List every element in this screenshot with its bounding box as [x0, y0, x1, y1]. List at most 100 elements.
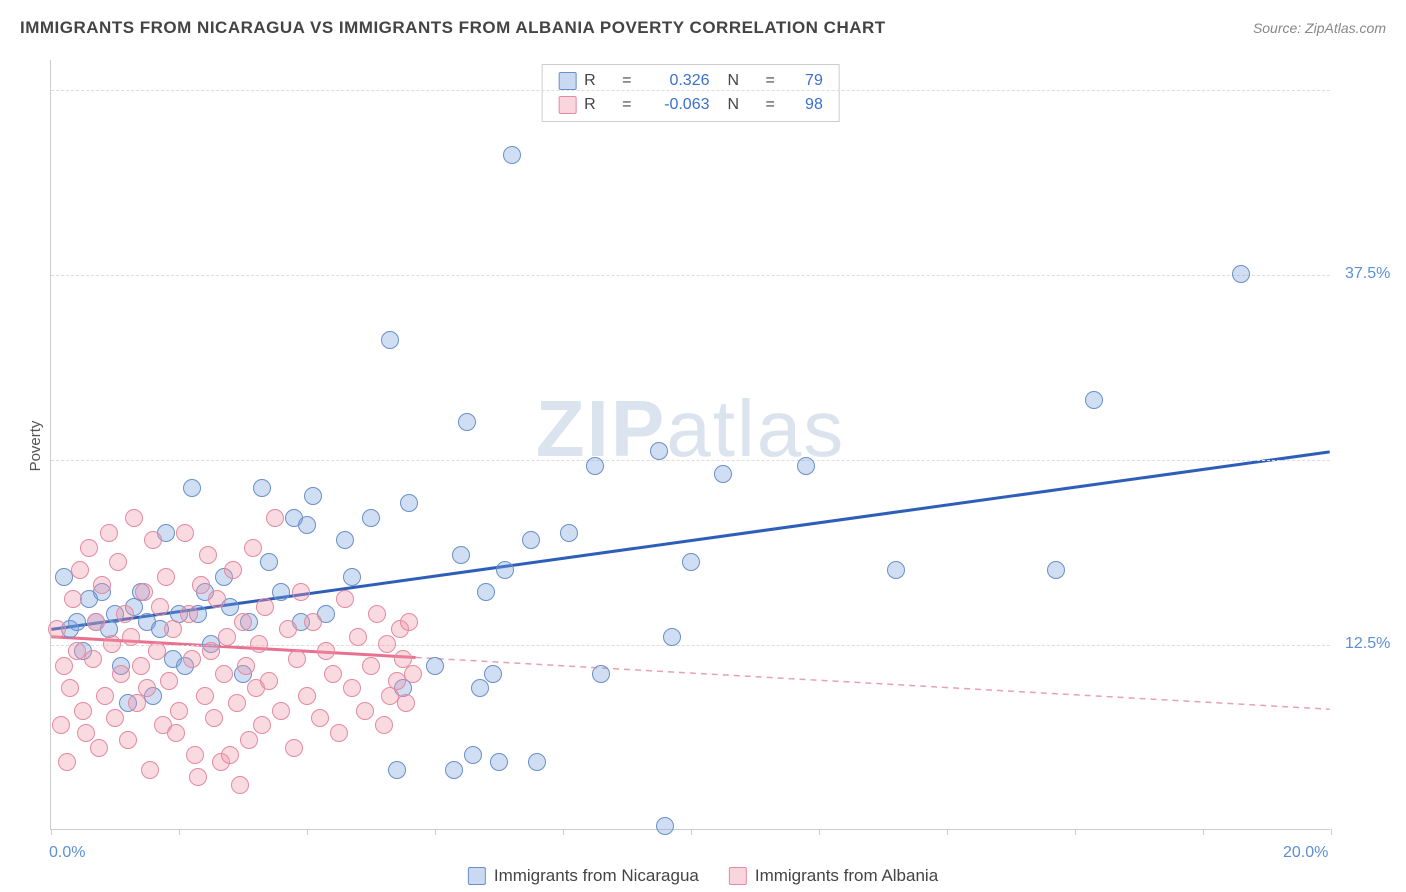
data-point	[304, 487, 322, 505]
data-point	[464, 746, 482, 764]
data-point	[148, 642, 166, 660]
x-tick	[307, 829, 308, 835]
data-point	[141, 761, 159, 779]
data-point	[183, 650, 201, 668]
data-point	[180, 605, 198, 623]
n-value-albania: 98	[783, 93, 823, 117]
trendline	[51, 452, 1329, 629]
data-point	[138, 679, 156, 697]
swatch-pink-icon	[729, 867, 747, 885]
data-point	[496, 561, 514, 579]
data-point	[388, 761, 406, 779]
data-point	[445, 761, 463, 779]
data-point	[336, 590, 354, 608]
x-tick	[563, 829, 564, 835]
data-point	[560, 524, 578, 542]
correlation-legend: R = 0.326 N = 79 R = -0.063 N = 98	[541, 64, 840, 122]
data-point	[96, 687, 114, 705]
source-attribution: Source: ZipAtlas.com	[1253, 20, 1386, 36]
series-label-nicaragua: Immigrants from Nicaragua	[494, 866, 699, 886]
legend-row-albania: R = -0.063 N = 98	[558, 93, 823, 117]
y-tick-label: 37.5%	[1345, 265, 1390, 283]
data-point	[362, 509, 380, 527]
data-point	[272, 702, 290, 720]
data-point	[151, 598, 169, 616]
data-point	[221, 746, 239, 764]
x-tick	[947, 829, 948, 835]
y-tick-label: 12.5%	[1345, 635, 1390, 653]
data-point	[52, 716, 70, 734]
x-tick	[179, 829, 180, 835]
r-label: R	[584, 93, 614, 117]
data-point	[304, 613, 322, 631]
data-point	[84, 650, 102, 668]
data-point	[196, 687, 214, 705]
data-point	[458, 413, 476, 431]
x-tick	[691, 829, 692, 835]
data-point	[343, 568, 361, 586]
data-point	[1085, 391, 1103, 409]
data-point	[266, 509, 284, 527]
data-point	[375, 716, 393, 734]
data-point	[400, 494, 418, 512]
data-point	[144, 531, 162, 549]
data-point	[260, 672, 278, 690]
data-point	[224, 561, 242, 579]
gridline	[51, 275, 1330, 276]
data-point	[74, 702, 92, 720]
data-point	[471, 679, 489, 697]
data-point	[116, 605, 134, 623]
n-label: N	[728, 93, 758, 117]
equals-sign: =	[766, 93, 775, 117]
data-point	[186, 746, 204, 764]
data-point	[218, 628, 236, 646]
data-point	[324, 665, 342, 683]
data-point	[317, 642, 335, 660]
data-point	[205, 709, 223, 727]
data-point	[132, 657, 150, 675]
x-tick	[819, 829, 820, 835]
data-point	[231, 776, 249, 794]
data-point	[381, 331, 399, 349]
data-point	[103, 635, 121, 653]
data-point	[112, 665, 130, 683]
data-point	[362, 657, 380, 675]
data-point	[202, 642, 220, 660]
swatch-blue-icon	[468, 867, 486, 885]
data-point	[253, 716, 271, 734]
data-point	[656, 817, 674, 835]
data-point	[528, 753, 546, 771]
scatter-plot-area: ZIPatlas R = 0.326 N = 79 R = -0.063 N =…	[50, 60, 1330, 830]
data-point	[484, 665, 502, 683]
x-tick	[435, 829, 436, 835]
data-point	[714, 465, 732, 483]
x-tick-label: 20.0%	[1283, 844, 1328, 862]
data-point	[93, 576, 111, 594]
data-point	[311, 709, 329, 727]
data-point	[58, 753, 76, 771]
data-point	[285, 739, 303, 757]
data-point	[682, 553, 700, 571]
data-point	[256, 598, 274, 616]
data-point	[330, 724, 348, 742]
data-point	[106, 709, 124, 727]
data-point	[125, 509, 143, 527]
data-point	[292, 583, 310, 601]
source-link[interactable]: ZipAtlas.com	[1305, 20, 1386, 36]
data-point	[77, 724, 95, 742]
data-point	[663, 628, 681, 646]
data-point	[183, 479, 201, 497]
data-point	[887, 561, 905, 579]
data-point	[503, 146, 521, 164]
data-point	[48, 620, 66, 638]
data-point	[1232, 265, 1250, 283]
data-point	[650, 442, 668, 460]
data-point	[160, 672, 178, 690]
legend-item-nicaragua: Immigrants from Nicaragua	[468, 866, 699, 886]
data-point	[100, 524, 118, 542]
x-tick	[1203, 829, 1204, 835]
x-tick-label: 0.0%	[49, 844, 85, 862]
data-point	[356, 702, 374, 720]
data-point	[378, 635, 396, 653]
data-point	[71, 561, 89, 579]
